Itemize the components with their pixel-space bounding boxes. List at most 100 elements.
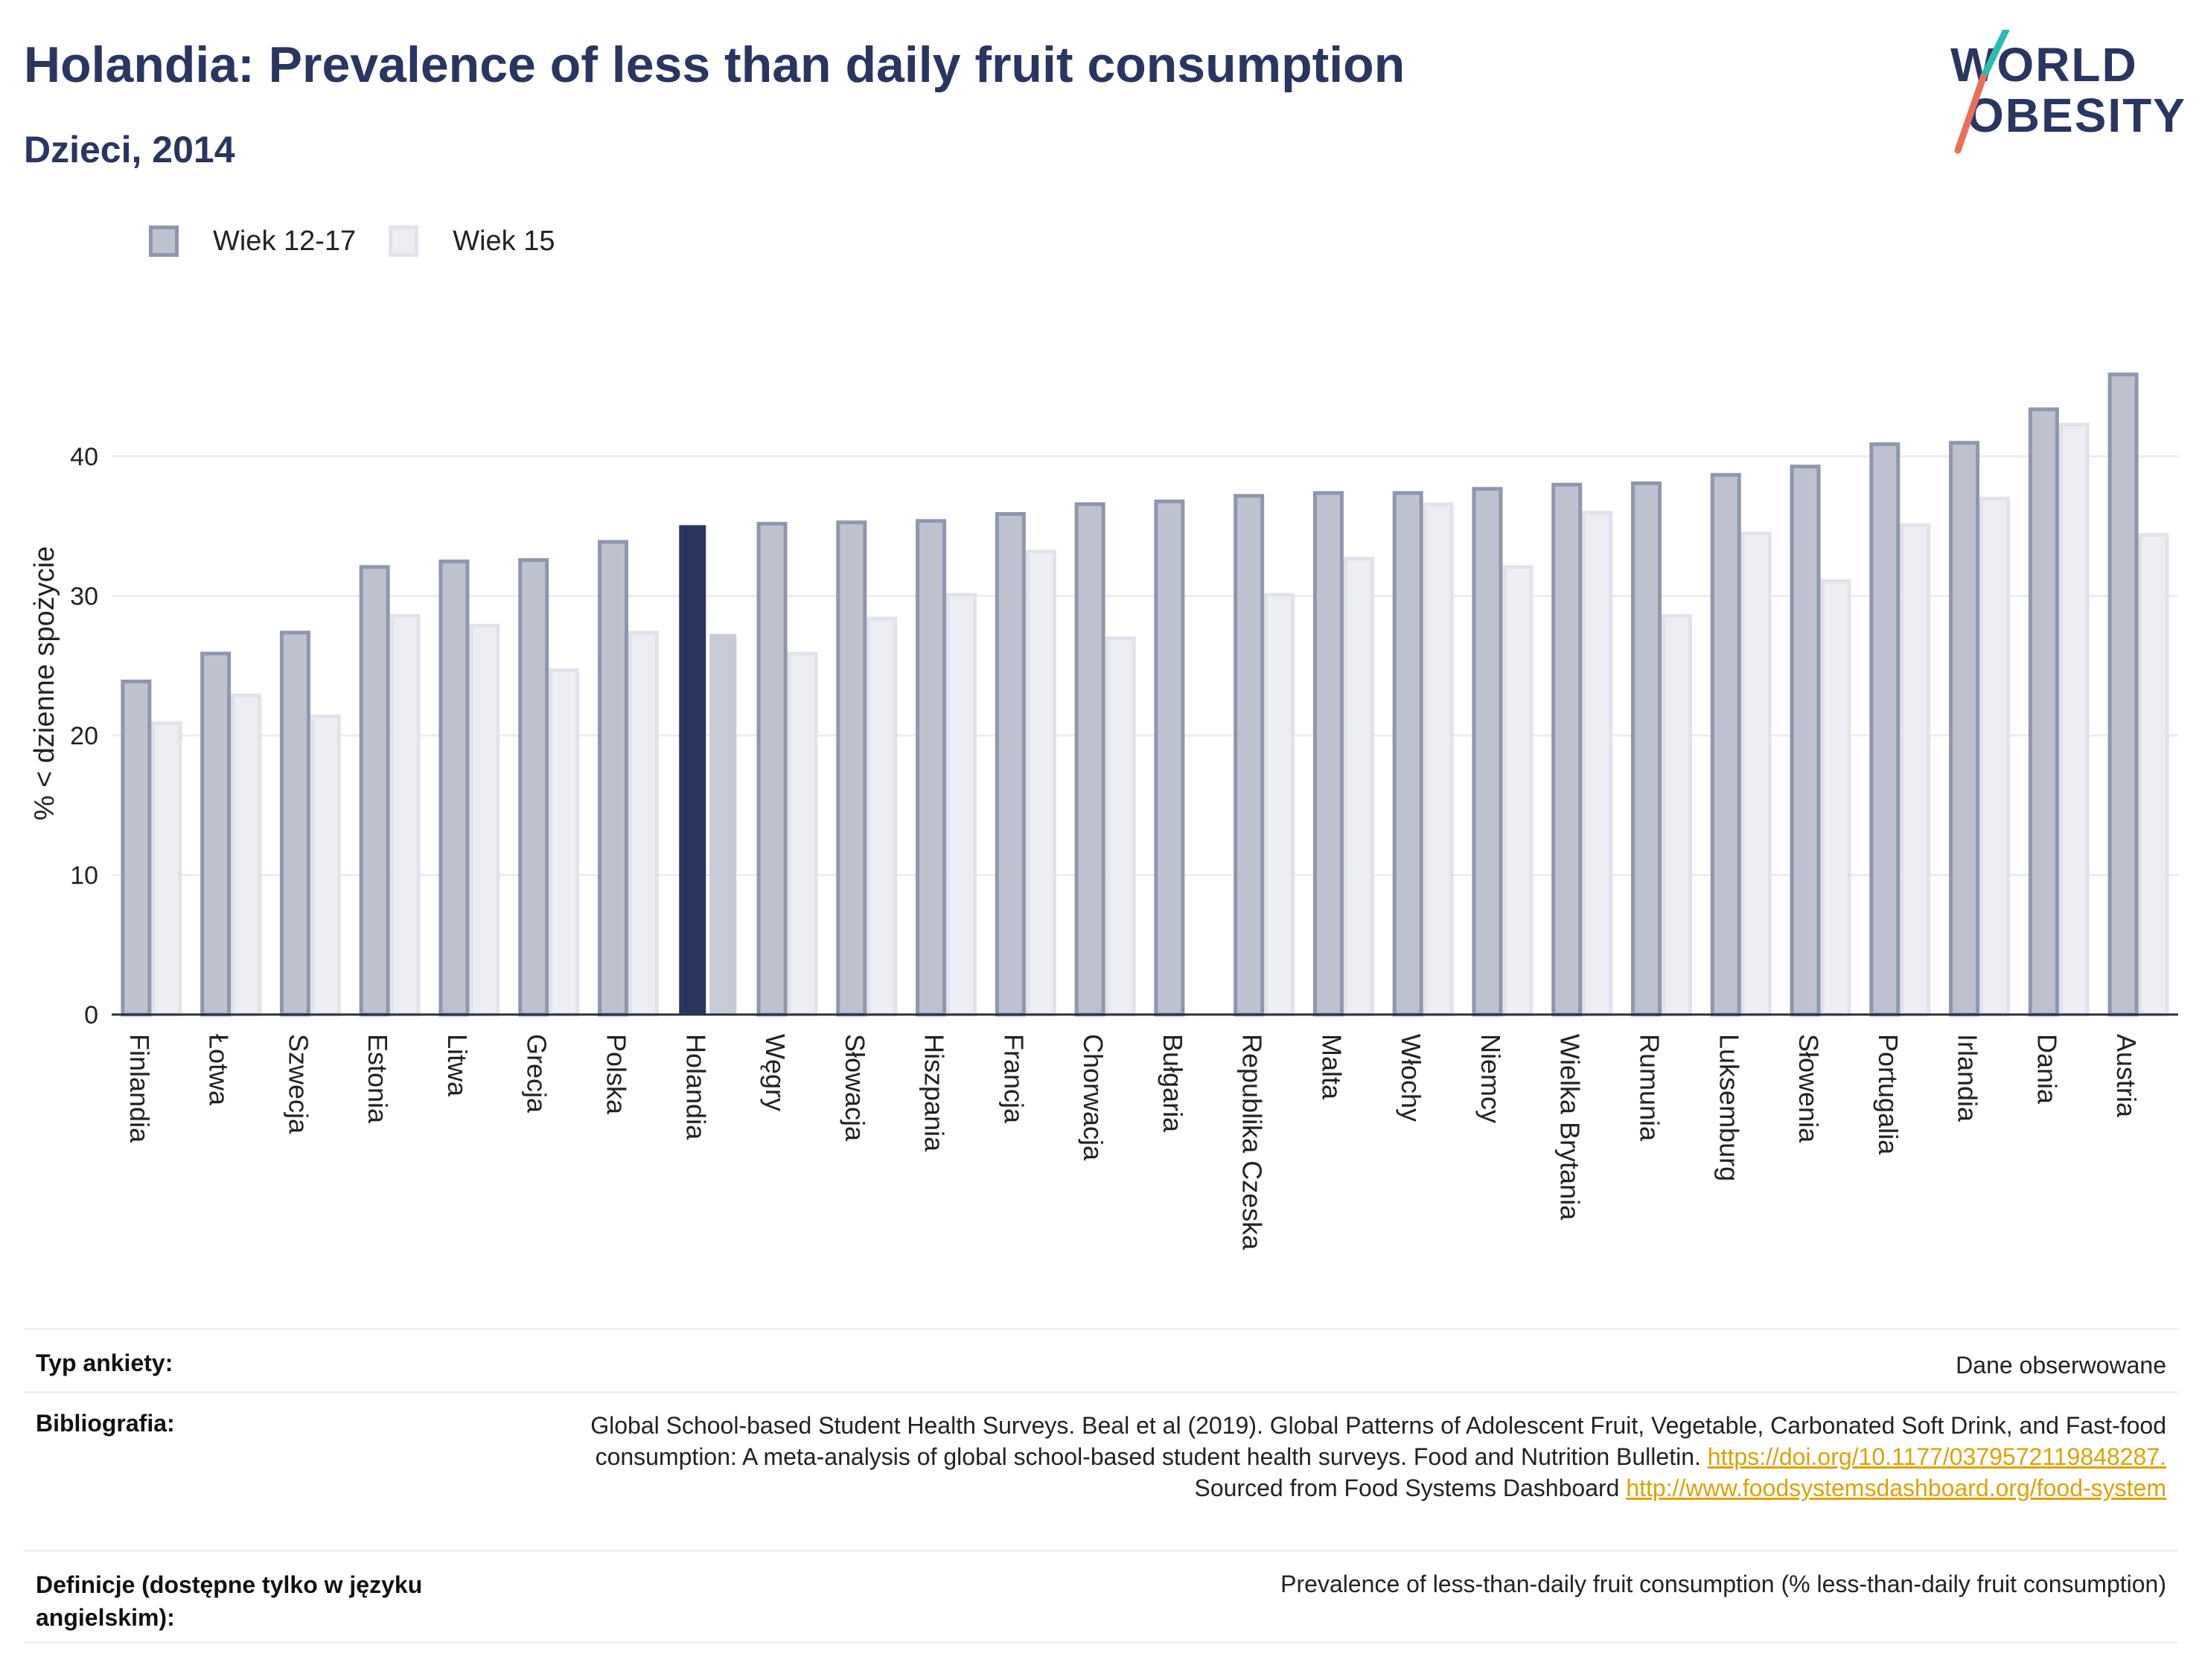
x-tick-label: Holandia [680, 1034, 711, 1140]
bar-wiek-15 [1423, 502, 1454, 1017]
bar-wiek-12-17 [1234, 494, 1265, 1017]
legend-swatch [149, 226, 179, 257]
x-tick-label: Szwecja [283, 1034, 313, 1134]
bar-wiek-12-17 [200, 651, 232, 1017]
x-tick-label: Bułgaria [1158, 1034, 1188, 1133]
bar-wiek-15 [389, 613, 421, 1017]
chart-legend: Wiek 12-17 Wiek 15 [149, 220, 587, 262]
y-tick-label: 40 [70, 443, 98, 471]
bar-wiek-15 [1740, 531, 1772, 1017]
y-tick-label: 30 [70, 583, 98, 611]
x-tick-label: Niemcy [1475, 1034, 1506, 1123]
bar-wiek-15 [151, 721, 182, 1017]
bar-wiek-15 [1820, 579, 1851, 1017]
x-tick-label: Łotwa [204, 1034, 234, 1106]
bar-wiek-12-17 [1631, 481, 1662, 1017]
x-tick-label: Rumunia [1635, 1034, 1665, 1142]
survey-label: Typ ankiety: [36, 1350, 173, 1376]
bar-wiek-12-17 [995, 512, 1026, 1017]
bar-wiek-15 [787, 651, 818, 1017]
bibliography-label: Bibliografia: [36, 1410, 175, 1437]
bar-wiek-15 [310, 714, 341, 1017]
x-tick-label: Dania [2032, 1034, 2062, 1105]
logo-slash-icon [1954, 30, 2010, 154]
y-axis-title: % < dzienne spożycie [29, 546, 60, 821]
bar-wiek-12-17 [916, 519, 947, 1017]
bar-wiek-12-17 [756, 522, 788, 1017]
bar-wiek-15 [628, 630, 659, 1017]
bar-wiek-15 [1025, 549, 1056, 1017]
bibliography-text: Global School-based Student Health Surve… [590, 1412, 2166, 1470]
bar-wiek-12-17 [1392, 491, 1423, 1017]
bar-wiek-12-17 [1869, 442, 1901, 1017]
bar-wiek-12-17 [518, 558, 549, 1017]
bar-wiek-12-17 [121, 680, 152, 1017]
x-tick-label: Węgry [760, 1034, 791, 1111]
bar-wiek-15 [1264, 593, 1295, 1017]
x-tick-label: Grecja [522, 1034, 552, 1114]
bar-wiek-15 [1900, 523, 1931, 1017]
y-tick-label: 10 [70, 862, 98, 890]
bar-wiek-15 [549, 668, 580, 1017]
bar-wiek-12-17 [359, 565, 390, 1017]
bar-wiek-15 [709, 633, 737, 1015]
bar-wiek-12-17 [679, 525, 706, 1015]
bar-wiek-12-17 [1551, 482, 1583, 1017]
x-tick-label: Chorwacja [1078, 1034, 1108, 1161]
legend-swatch [389, 226, 419, 257]
bar-wiek-15 [2138, 533, 2169, 1017]
bar-chart: 0 10 20 30 40 % < dzienne spożycie Finlandia Ło… [29, 372, 2178, 1251]
definition-label: Definicje (dostępne tylko w języku angie… [36, 1571, 423, 1631]
x-tick-label: Finlandia [124, 1034, 155, 1143]
bar-wiek-12-17 [598, 540, 628, 1017]
y-tick-label: 20 [70, 722, 98, 750]
bar-wiek-12-17 [279, 630, 310, 1017]
definition-value: Prevalence of less-than-daily fruit cons… [1280, 1571, 2166, 1597]
dashboard-link[interactable]: http://www.foodsystemsdashboard.org/food… [1626, 1475, 2166, 1501]
x-tick-label: Polska [601, 1034, 632, 1115]
doi-link[interactable]: https://doi.org/10.1177/0379572119848287… [1707, 1443, 2166, 1470]
x-tick-label: Włochy [1396, 1034, 1426, 1122]
bar-wiek-12-17 [1790, 464, 1821, 1017]
info-row-survey: Typ ankiety: Dane obserwowane [24, 1328, 2178, 1391]
x-tick-label: Irlandia [1953, 1034, 1983, 1122]
x-tick-label: Portugalia [1873, 1034, 1903, 1155]
info-row-bibliography: Bibliografia: Global School-based Studen… [24, 1391, 2178, 1550]
world-obesity-logo: WORLD OBESITY [1935, 30, 2189, 156]
bibliography-source: Sourced from Food Systems Dashboard [1194, 1475, 1620, 1501]
x-tick-label: Luksemburg [1714, 1034, 1744, 1181]
x-tick-label: Litwa [442, 1034, 473, 1097]
x-tick-label: Austria [2111, 1034, 2142, 1118]
info-table: Typ ankiety: Dane obserwowane Bibliograf… [24, 1328, 2178, 1644]
bar-wiek-12-17 [1154, 499, 1185, 1017]
bar-wiek-12-17 [1074, 502, 1105, 1017]
legend-label: Wiek 15 [453, 225, 555, 257]
bar-wiek-15 [469, 624, 500, 1017]
bar-wiek-15 [946, 593, 977, 1017]
bar-wiek-12-17 [1312, 491, 1344, 1017]
bar-wiek-12-17 [1472, 487, 1503, 1017]
x-tick-label: Słowenia [1793, 1034, 1824, 1143]
x-tick-label: Słowacja [840, 1034, 870, 1142]
bar-wiek-15 [1662, 613, 1692, 1017]
chart-subtitle: Dzieci, 2014 [24, 129, 235, 170]
legend-item-wiek-12-17[interactable]: Wiek 12-17 [149, 226, 356, 258]
bar-wiek-15 [1105, 636, 1136, 1017]
bar-wiek-15 [231, 693, 262, 1017]
x-tick-label: Estonia [363, 1034, 393, 1124]
bar-wiek-15 [1343, 557, 1374, 1017]
bar-wiek-12-17 [438, 559, 470, 1017]
legend-item-wiek-15[interactable]: Wiek 15 [389, 226, 555, 258]
bar-wiek-12-17 [2028, 407, 2059, 1017]
x-tick-label: Francja [998, 1034, 1029, 1124]
bar-wiek-15 [1502, 565, 1534, 1017]
survey-value: Dane obserwowane [1956, 1352, 2166, 1379]
bar-wiek-15 [1979, 496, 2011, 1017]
y-tick-label: 0 [84, 1001, 98, 1029]
logo-line2: OBESITY [1967, 89, 2186, 142]
bar-wiek-15 [2058, 423, 2090, 1017]
bar-wiek-15 [1582, 511, 1613, 1017]
legend-label: Wiek 12-17 [213, 225, 357, 257]
x-tick-label: Republika Czeska [1237, 1034, 1268, 1251]
bibliography-value: Global School-based Student Health Surve… [558, 1410, 2166, 1504]
